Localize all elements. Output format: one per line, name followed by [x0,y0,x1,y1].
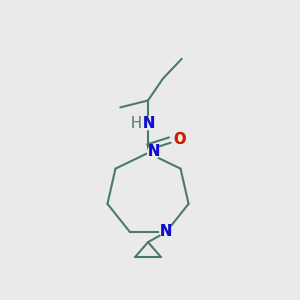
Text: H: H [131,116,142,131]
Circle shape [160,225,172,238]
Text: N: N [148,145,160,160]
Text: O: O [173,132,186,147]
Text: N: N [143,116,155,131]
Circle shape [130,117,142,130]
Text: O: O [173,132,186,147]
Circle shape [148,146,160,158]
Text: N: N [160,224,172,238]
Text: N: N [160,224,172,238]
Text: H: H [131,116,142,131]
Text: N: N [143,116,155,131]
Circle shape [142,117,155,130]
Text: N: N [148,145,160,160]
Circle shape [173,133,186,146]
